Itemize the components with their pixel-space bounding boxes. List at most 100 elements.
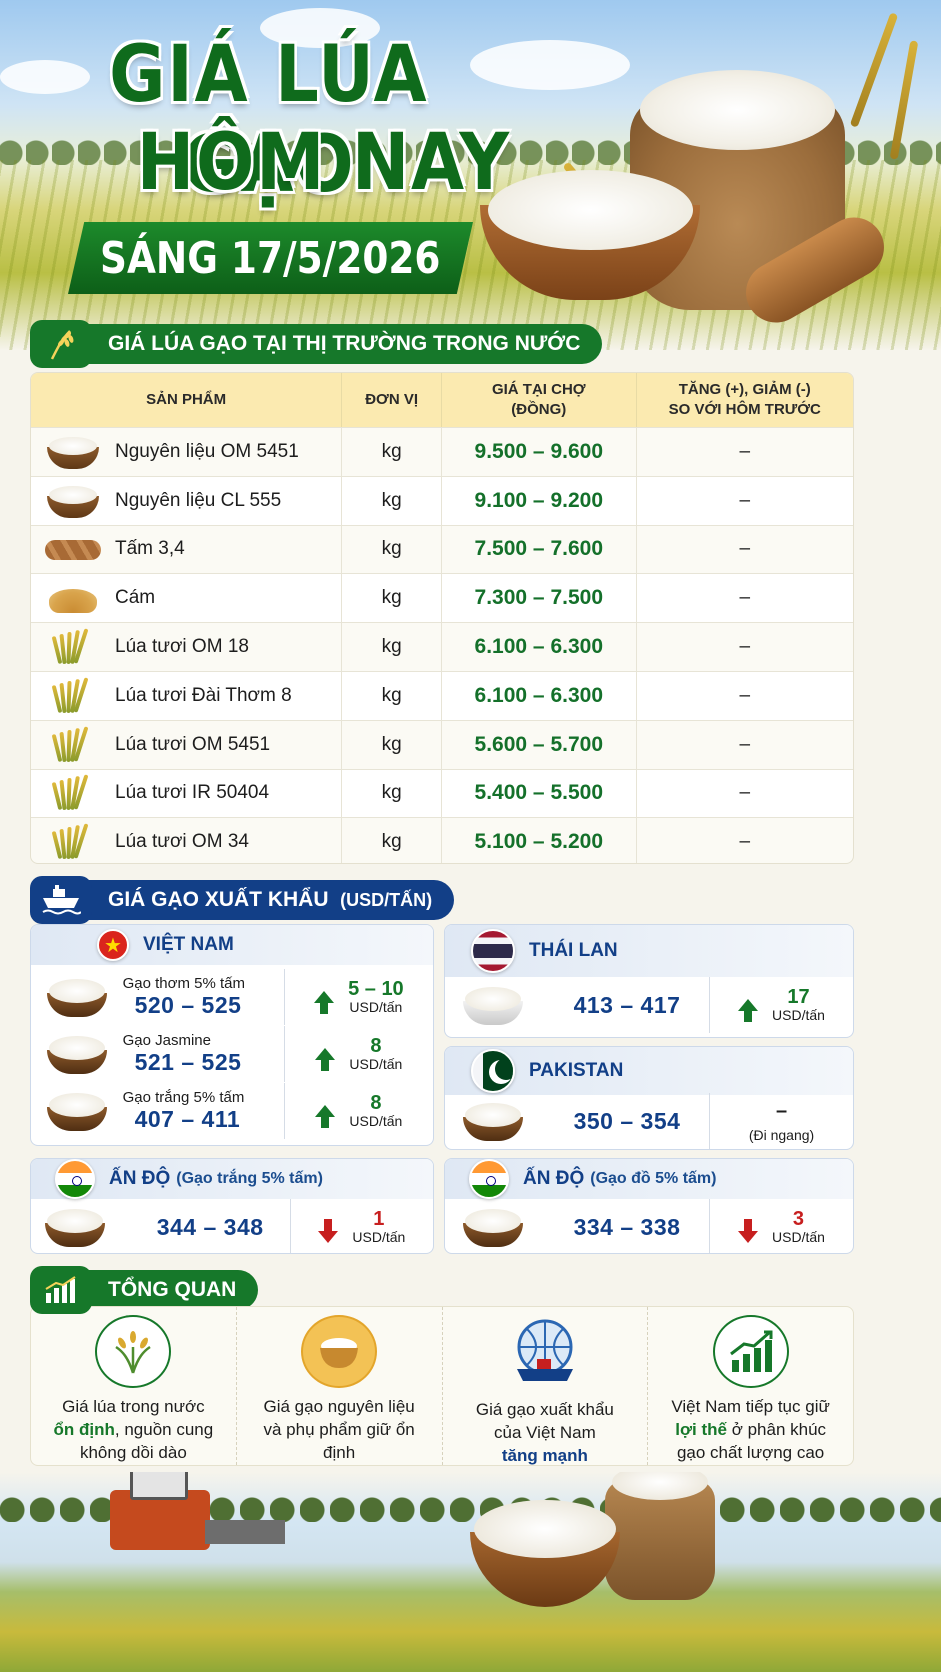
- hero-title-line2: HÔM NAY: [136, 118, 511, 208]
- rice-type-price: 521 – 525: [134, 1049, 242, 1075]
- ship-icon: [30, 876, 92, 924]
- rice-bowl-icon: [45, 1032, 109, 1076]
- overview-text-domestic: Giá lúa trong nước ổn định, nguồn cung kh…: [31, 1396, 236, 1465]
- export-title-unit: (USD/TẤN): [340, 889, 433, 910]
- cell-product: Lúa tươi IR 50404: [31, 769, 343, 818]
- product-name: Tấm 3,4: [115, 538, 185, 560]
- growth-chart-icon: [712, 1315, 789, 1389]
- product-name: Lúa tươi IR 50404: [115, 782, 270, 804]
- rice-type-price: 520 – 525: [134, 992, 242, 1018]
- cell-unit: kg: [342, 525, 443, 574]
- table-row: Lúa tươi OM 34 kg 5.100 – 5.200 –: [31, 817, 853, 863]
- change-unit: USD/tấn: [349, 999, 403, 1016]
- growth-chart-icon: [30, 1266, 92, 1314]
- cell-unit: kg: [342, 476, 443, 525]
- rice-stalk-icon: [30, 320, 92, 368]
- cloud: [0, 60, 90, 94]
- cell-change: –: [739, 831, 751, 853]
- table-row: Lúa tươi OM 18 kg 6.100 – 6.300 –: [31, 622, 853, 671]
- product-name: Lúa tươi OM 5451: [115, 733, 271, 755]
- pakistan-price-row: 350 – 354 – (Đi ngang): [445, 1093, 853, 1149]
- domestic-section-header: GIÁ LÚA GẠO TẠI THỊ TRƯỜNG TRONG NƯỚC: [30, 320, 603, 368]
- wheat-stalk: [849, 12, 899, 128]
- overview-highlight: lợi thế: [675, 1420, 727, 1440]
- thailand-country-label: THÁI LAN: [529, 940, 618, 961]
- overview-item-export: Giá gạo xuất khẩu của Việt Nam tăng mạnh: [443, 1307, 649, 1465]
- rice-type-change: 5 – 10 USD/tấn: [283, 969, 433, 1025]
- cell-change: –: [739, 587, 751, 609]
- rice-sack-grain: [640, 70, 835, 150]
- arrow-down-icon: [738, 1219, 759, 1243]
- cell-price: 6.100 – 6.300: [442, 623, 637, 671]
- overview-highlight: tăng mạnh: [501, 1445, 588, 1465]
- thailand-export-card: THÁI LAN 413 – 417 17 USD/tấn: [444, 924, 854, 1038]
- india-white-change-unit: USD/tấn: [352, 1229, 406, 1246]
- india-parboiled-change: 3 USD/tấn: [709, 1199, 853, 1253]
- domestic-price-table: SẢN PHẨM ĐƠN VỊ GIÁ TẠI CHỢ (ĐỒNG) TĂNG …: [30, 372, 854, 864]
- table-header: SẢN PHẨM ĐƠN VỊ GIÁ TẠI CHỢ (ĐỒNG) TĂNG …: [31, 373, 853, 427]
- rice-sack: [605, 1480, 715, 1600]
- overview-text-pre: Giá gạo xuất khẩu của Việt Nam: [475, 1400, 614, 1442]
- broken-rice-icon: [45, 530, 101, 568]
- cell-price: 7.300 – 7.500: [442, 574, 637, 623]
- india-parboiled-sub-label: (Gạo đồ 5% tấm): [590, 1170, 717, 1187]
- rice-bowl-icon: [45, 482, 101, 520]
- cell-unit: kg: [342, 769, 443, 818]
- pakistan-country-label: PAKISTAN: [529, 1060, 624, 1081]
- cell-unit: kg: [342, 574, 443, 623]
- rice-bowl-icon: [301, 1315, 378, 1389]
- table-body: Nguyên liệu OM 5451 kg 9.500 – 9.600– Nguyê…: [31, 427, 853, 863]
- product-name: Lúa tươi OM 34: [115, 831, 249, 853]
- cell-product: Tấm 3,4: [31, 525, 343, 574]
- india-white-change: 1 USD/tấn: [289, 1199, 433, 1253]
- arrow-up-icon: [738, 999, 759, 1022]
- harvester-icon: [110, 1472, 285, 1550]
- india-white-card-header: ẤN ĐỘ (Gạo trắng 5% tấm): [31, 1159, 433, 1199]
- table-row: Nguyên liệu OM 5451 kg 9.500 – 9.600 –: [31, 427, 853, 476]
- rice-bowl-icon: [45, 1089, 109, 1133]
- cell-product: Lúa tươi Đài Thơm 8: [31, 671, 343, 720]
- vietnam-price-row: Gạo Jasmine 521 – 525 8 USD/tấn: [31, 1026, 433, 1082]
- col-change: TĂNG (+), GIẢM (-) SO VỚI HÔM TRƯỚC: [637, 373, 853, 427]
- rice-plant-icon: [95, 1315, 172, 1389]
- rice-bowl-icon: [461, 983, 525, 1027]
- india-parboiled-price-row: 334 – 338 3 USD/tấn: [445, 1199, 853, 1253]
- india-parboiled-change-value: 3: [792, 1208, 805, 1231]
- overview-text-post: ở phân khúc gạo chất lượng cao: [676, 1420, 827, 1463]
- cell-price: 5.400 – 5.500: [442, 769, 637, 818]
- rice-stalk-icon: [45, 725, 101, 764]
- change-unit: USD/tấn: [349, 1113, 403, 1130]
- vietnam-card-header: VIỆT NAM: [31, 925, 433, 965]
- product-name: Nguyên liệu CL 555: [115, 489, 282, 511]
- cell-price: 5.600 – 5.700: [442, 720, 637, 769]
- col-product: SẢN PHẨM: [31, 373, 343, 427]
- rice-type-change: 8 USD/tấn: [283, 1026, 433, 1082]
- date-ribbon: SÁNG 17/5/2026: [68, 222, 473, 294]
- rice-stalk-icon: [45, 628, 101, 666]
- pakistan-change-note: (Đi ngang): [748, 1126, 815, 1143]
- overview-highlight: ổn định: [53, 1420, 115, 1440]
- pakistan-change-value: –: [775, 1099, 788, 1122]
- export-title-text: GIÁ GẠO XUẤT KHẨU: [108, 888, 329, 911]
- cell-price: 6.100 – 6.300: [442, 671, 637, 720]
- india-parboiled-export-card: ẤN ĐỘ (Gạo đồ 5% tấm) 334 – 338 3 USD/tấn: [444, 1158, 854, 1254]
- overview-text-export: Giá gạo xuất khẩu của Việt Nam tăng mạnh: [470, 1399, 620, 1468]
- cloud: [470, 40, 630, 90]
- vietnam-price-row: Gạo trắng 5% tấm 407 – 411 8 USD/tấn: [31, 1083, 433, 1139]
- globe-ship-icon: [507, 1315, 583, 1391]
- rice-bowl-grain: [474, 1500, 616, 1558]
- vietnam-country-label: VIỆT NAM: [143, 934, 234, 955]
- overview-text-material: Giá gạo nguyên liệu và phụ phẩm giữ ổn đ…: [263, 1397, 415, 1463]
- cell-price: 7.500 – 7.600: [442, 525, 637, 574]
- col-unit: ĐƠN VỊ: [342, 373, 443, 427]
- cell-product: Lúa tươi OM 5451: [31, 720, 343, 769]
- cell-change: –: [739, 538, 751, 560]
- change-value: 5 – 10: [348, 978, 404, 1001]
- hero-title-line1: GIÁ LÚA GẠO: [109, 30, 429, 210]
- footer-illustration: [0, 1472, 941, 1672]
- cell-price: 5.100 – 5.200: [442, 818, 637, 863]
- cell-price: 9.500 – 9.600: [442, 428, 637, 476]
- vietnam-flag-icon: [97, 929, 129, 961]
- rice-stalk-icon: [45, 774, 101, 812]
- domestic-section-title: GIÁ LÚA GẠO TẠI THỊ TRƯỜNG TRONG NƯỚC: [82, 324, 603, 364]
